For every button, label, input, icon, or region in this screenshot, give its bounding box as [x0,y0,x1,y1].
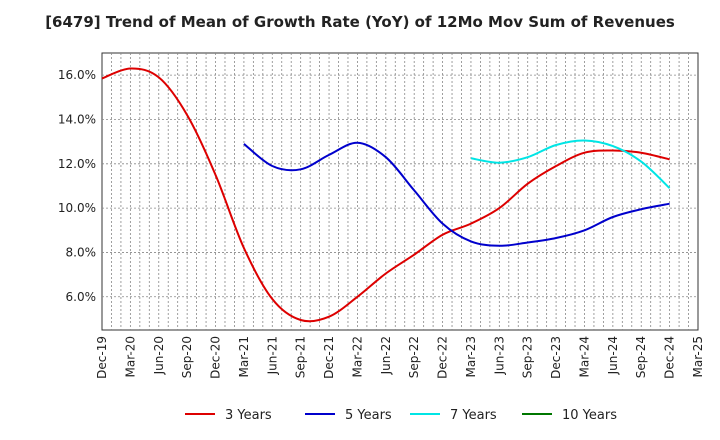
y-tick-label: 16.0% [58,68,96,82]
x-tick-label: Jun-24 [606,336,620,375]
x-tick-label: Mar-22 [350,336,364,377]
x-tick-label: Mar-20 [123,336,137,377]
x-tick-label: Mar-24 [577,336,591,377]
x-tick-label: Sep-22 [407,336,421,378]
series-lines [101,67,671,323]
legend: 3 Years 5 Years 7 Years 10 Years [185,408,617,423]
y-tick-label: 8.0% [66,245,97,259]
x-tick-label: Dec-20 [209,336,223,379]
legend-label: 3 Years [225,408,272,423]
grid-lines [102,53,698,330]
legend-label: 10 Years [562,408,617,423]
x-tick-label: Mar-23 [464,336,478,377]
x-tick-label: Mar-25 [691,336,705,377]
chart-title: [6479] Trend of Mean of Growth Rate (YoY… [45,13,675,31]
plot-border [101,52,699,331]
y-tick-label: 14.0% [58,112,96,126]
series-line-5-years [243,141,670,247]
x-tick-label: Jun-20 [152,336,166,375]
series-line-3-years [101,67,670,323]
x-tick-label: Sep-20 [180,336,194,378]
x-tick-label: Mar-21 [237,336,251,377]
x-tick-label: Dec-19 [95,336,109,379]
legend-label: 5 Years [345,408,392,423]
x-tick-label: Jun-21 [265,336,279,375]
x-tick-label: Sep-24 [634,336,648,378]
y-tick-label: 10.0% [58,201,96,215]
x-tick-label: Jun-23 [492,336,506,375]
x-tick-label: Dec-21 [322,336,336,379]
x-tick-label: Sep-23 [521,336,535,378]
x-tick-label: Dec-22 [436,336,450,379]
plot-area [101,52,699,331]
legend-label: 7 Years [450,408,497,423]
series-line-7-years [470,139,671,189]
x-tick-label: Sep-21 [294,336,308,378]
axis-labels: 6.0% 8.0% 10.0% 12.0% 14.0% 16.0% Dec-19 Mar-20… [58,68,705,379]
x-tick-label: Dec-24 [663,336,677,379]
x-tick-label: Dec-23 [549,336,563,379]
x-tick-label: Jun-22 [379,336,393,375]
y-tick-label: 12.0% [58,157,96,171]
y-tick-label: 6.0% [66,290,97,304]
